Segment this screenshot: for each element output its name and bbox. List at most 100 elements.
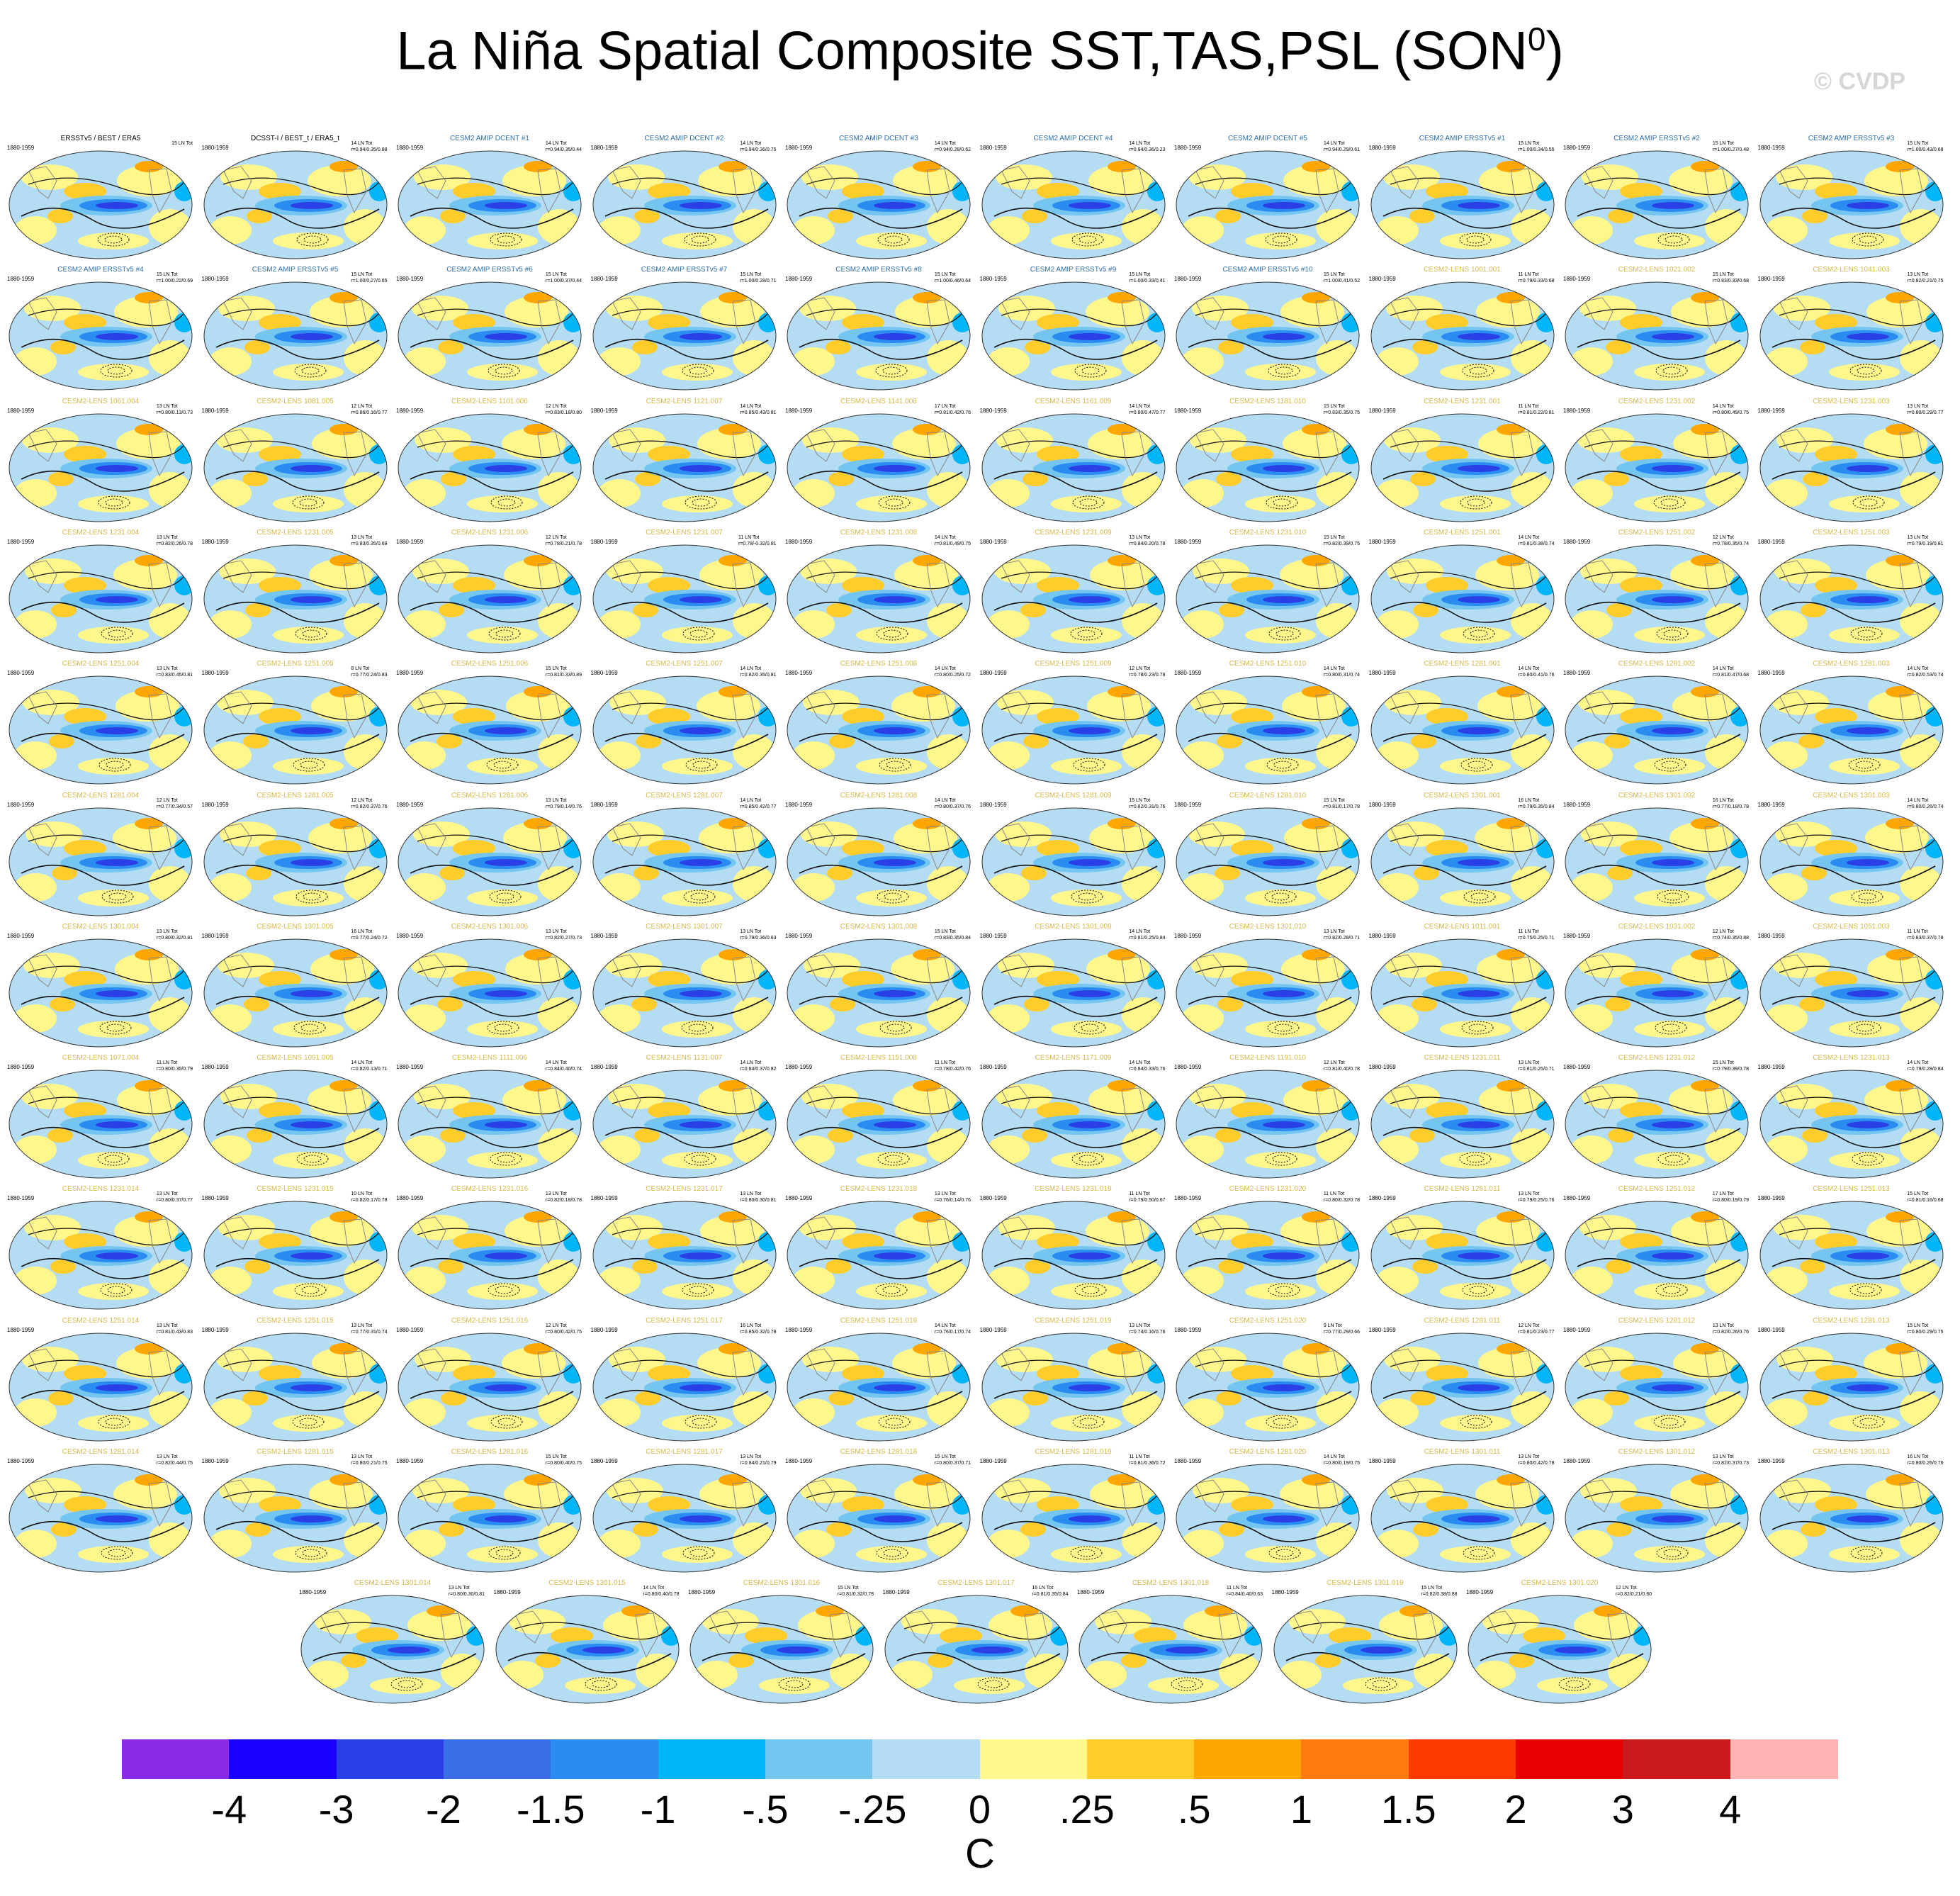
panel-event-count: 16 LN Tot [1032,1586,1054,1591]
map-globe [981,413,1165,522]
panel-count: 14 LN Tot r=0.80/0.49/0.75 [1713,403,1749,416]
panel-pattern-correlation: r=0.77/0.24/0.72 [351,935,388,941]
map-globe [1370,1333,1554,1442]
panel-years: 1880-1959 [785,801,813,808]
panel-count: 13 LN Tot r=0.82/0.26/0.78 [157,534,193,547]
map-panel: CESM2-LENS 1231.019 1880-1959 11 LN Tot r=0… [980,1185,1167,1313]
panel-title: DCSST-I / BEST_t / ERA5_t [250,135,340,142]
colorbar-box [1623,1739,1731,1779]
panel-count: 11 LN Tot r=0.80/0.32/0.78 [1324,1191,1360,1204]
panel-count: 14 LN Tot r=0.80/0.26/0.74 [1907,797,1943,810]
map-panel: CESM2-LENS 1301.012 1880-1959 13 LN Tot r=0… [1563,1448,1750,1576]
panel-event-count: 14 LN Tot [1907,797,1929,803]
map-panel: CESM2-LENS 1231.003 1880-1959 13 LN Tot r=0… [1758,398,1945,525]
map-globe [981,1333,1165,1442]
colorbar-box [122,1739,230,1779]
colorbar-units: C [965,1831,995,1877]
map-panel: CESM2-LENS 1251.001 1880-1959 14 LN Tot r=0… [1369,529,1556,656]
panel-years: 1880-1959 [590,1326,618,1333]
panel-years: 1880-1959 [785,1195,813,1202]
map-globe [592,1070,776,1179]
map-globe [9,1464,193,1573]
map-globe [981,150,1165,259]
map-panel: CESM2-LENS 1301.020 1880-1959 12 LN Tot r=0… [1466,1579,1653,1707]
panel-event-count: 15 LN Tot [1323,403,1345,409]
map-globe [787,1464,971,1573]
panel-event-count: 16 LN Tot [1518,797,1540,803]
panel-years: 1880-1959 [7,145,35,151]
panel-title: CESM2-LENS 1251.004 [62,660,140,668]
panel-pattern-correlation: r=0.80/0.49/0.75 [1712,410,1749,415]
panel-title: CESM2-LENS 1191.010 [1229,1054,1306,1062]
map-globe [203,281,387,391]
panel-pattern-correlation: r=0.81/0.22/0.81 [1518,410,1555,415]
panel-count: 13 LN Tot r=0.80/0.30/0.81 [740,1191,776,1204]
panel-title: CESM2-LENS 1251.019 [1035,1316,1112,1325]
map-globe [592,807,776,916]
map-panel: CESM2-LENS 1231.002 1880-1959 14 LN Tot r=0… [1563,398,1750,525]
panel-pattern-correlation: r=0.77/0.29/0.66 [1323,1329,1360,1335]
panel-pattern-correlation: r=0.80/0.42/0.78 [1518,1461,1555,1466]
panel-pattern-correlation: r=1.00/0.34/0.55 [1518,147,1555,152]
panel-count: 12 LN Tot r=0.78/0.23/0.78 [1129,666,1165,678]
panel-years: 1880-1959 [1757,1326,1785,1333]
panel-count: 11 LN Tot r=0.79/0.50/0.67 [1129,1191,1165,1204]
panel-years: 1880-1959 [1757,145,1785,151]
panel-title: CESM2-LENS 1301.001 [1424,791,1501,800]
panel-pattern-correlation: r=0.74/0.16/0.76 [1129,1329,1166,1335]
panel-years: 1880-1959 [979,407,1007,414]
panel-pattern-correlation: r=0.81/0.17/0.78 [1323,804,1360,809]
panel-years: 1880-1959 [590,276,618,283]
panel-count: 15 LN Tot r=1.00/0.27/0.48 [1713,140,1749,153]
map-panel: CESM2-LENS 1151.008 1880-1959 11 LN Tot r=0… [785,1054,972,1182]
panel-years: 1880-1959 [1174,1326,1202,1333]
panel-event-count: 13 LN Tot [1518,1060,1540,1066]
map-panel: CESM2-LENS 1301.001 1880-1959 16 LN Tot r=0… [1369,792,1556,919]
map-panel: CESM2-LENS 1301.003 1880-1959 14 LN Tot r=0… [1758,792,1945,919]
panel-event-count: 16 LN Tot [1712,797,1734,803]
panel-title: CESM2-LENS 1281.003 [1813,660,1890,668]
panel-pattern-correlation: r=0.76/0.17/0.74 [934,1329,971,1335]
map-panel: CESM2-LENS 1281.015 1880-1959 13 LN Tot r=0… [202,1448,389,1576]
panel-event-count: 16 LN Tot [740,1323,762,1328]
map-globe [203,1070,387,1179]
panel-count: 13 LN Tot r=0.80/0.37/0.77 [157,1191,193,1204]
map-globe [398,1333,582,1442]
panel-count: 15 LN Tot r=1.00/0.27/0.65 [351,271,387,284]
panel-title: CESM2-LENS 1021.002 [1618,266,1696,274]
panel-count: 11 LN Tot r=0.75/0.25/0.71 [1518,929,1554,941]
panel-pattern-correlation: r=0.85/0.32/0.78 [740,1329,777,1335]
panel-count: 11 LN Tot r=0.83/0.37/0.78 [1907,929,1943,941]
panel-count: 11 LN Tot r=0.81/0.36/0.72 [1129,1454,1165,1466]
map-globe [203,150,387,259]
map-globe [398,150,582,259]
panel-title: CESM2-LENS 1281.020 [1229,1448,1307,1456]
panel-pattern-correlation: r=0.77/0.24/0.83 [351,673,388,678]
map-globe [398,1464,582,1573]
panel-pattern-correlation: r=1.00/0.41/0.52 [1323,279,1360,284]
map-panel: CESM2-LENS 1301.007 1880-1959 13 LN Tot r=0… [591,923,778,1050]
panel-pattern-correlation: r=0.79/0.33/0.68 [1518,279,1555,284]
panel-event-count: 16 LN Tot [1907,1454,1929,1459]
panel-count: 14 LN Tot r=0.76/0.17/0.74 [935,1323,971,1335]
panel-title: CESM2 AMIP DCENT #2 [644,135,724,142]
panel-pattern-correlation: r=0.84/0.21/0.79 [740,1461,777,1466]
panel-title: CESM2-LENS 1251.006 [451,660,529,668]
panel-pattern-correlation: r=0.83/0.35/0.75 [1323,410,1360,415]
panel-title: CESM2 AMIP ERSSTv5 #8 [835,266,922,274]
panel-count: 11 LN Tot r=0.81/0.22/0.81 [1518,403,1554,416]
map-globe [1759,1070,1943,1179]
panel-years: 1880-1959 [1563,1064,1591,1071]
map-globe [1759,413,1943,522]
panel-pattern-correlation: r=0.81/0.33/0.89 [545,673,582,678]
panel-years: 1880-1959 [1174,932,1202,939]
panel-years: 1880-1959 [201,1064,229,1071]
map-panel: CESM2-LENS 1181.010 1880-1959 15 LN Tot r=0… [1174,398,1361,525]
panel-years: 1880-1959 [7,1064,35,1071]
colorbar-tick-label: 1.5 [1380,1787,1436,1832]
panel-event-count: 16 LN Tot [351,929,373,934]
panel-title: CESM2-LENS 1251.014 [62,1316,140,1325]
panel-count: 15 LN Tot r=0.83/0.33/0.68 [1713,271,1749,284]
panel-years: 1880-1959 [785,1064,813,1071]
panel-count: 13 LN Tot r=0.84/0.20/0.78 [1129,534,1165,547]
